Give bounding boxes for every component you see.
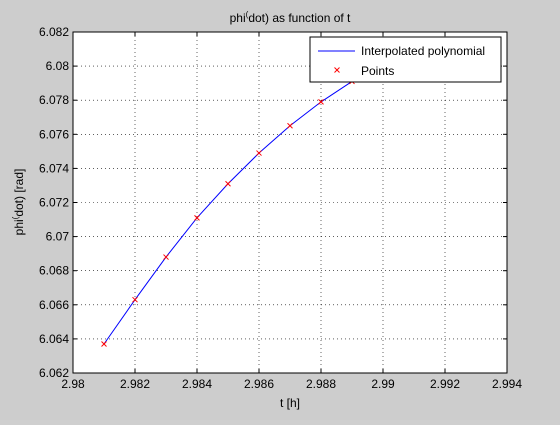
y-tick-label: 6.078 [39,93,69,107]
data-point-marker [194,214,200,221]
legend-label-points: Points [361,64,394,78]
y-tick-label: 6.066 [39,298,69,312]
y-axis-label: phi(dot) [rad] [11,169,26,236]
y-axis-label-main: phi [12,219,26,235]
y-tick-label: 6.076 [39,127,69,141]
y-tick-label: 6.068 [39,264,69,278]
x-tick-label: 2.99 [371,377,395,391]
x-axis-label: t [h] [280,396,300,410]
data-point-marker [101,341,107,347]
marker-stroke [101,341,107,347]
marker-stroke [225,180,231,187]
x-tick-label: 2.992 [430,377,460,391]
y-tick-labels: 6.062 6.064 6.066 6.068 6.07 6.072 6.074 6.076 6… [39,25,69,380]
data-point-marker [132,296,138,303]
marker-stroke [163,254,169,260]
y-axis-label-sup: ( [11,216,20,219]
x-tick-label: 2.994 [492,377,522,391]
series-line-interpolated-polynomial [103,63,384,345]
marker-stroke [194,214,200,221]
y-tick-label: 6.08 [46,59,70,73]
marker-stroke [318,99,324,105]
grid-lines [73,32,507,373]
y-tick-label: 6.074 [39,161,69,175]
marker-stroke [256,150,262,156]
y-tick-label: 6.062 [39,366,69,380]
legend-marker-swatch [334,67,340,73]
chart-title-main: phi [230,11,246,25]
y-tick-label: 6.07 [46,230,70,244]
x-tick-label: 2.988 [306,377,336,391]
x-tick-label: 2.984 [182,377,212,391]
data-point-marker [318,99,324,105]
x-tick-label: 2.982 [120,377,150,391]
chart-title: phi(dot) as function of t [230,10,351,25]
y-axis-label-rest: dot) [rad] [12,169,26,217]
legend-label-interpolated: Interpolated polynomial [361,44,485,58]
data-point-marker [256,150,262,156]
y-tick-label: 6.072 [39,196,69,210]
marker-stroke [287,122,293,129]
data-point-marker [225,180,231,187]
tick-marks [72,31,508,374]
y-tick-label: 6.064 [39,332,69,346]
marker-stroke [132,296,138,303]
x-tick-label: 2.98 [61,377,85,391]
chart-title-rest: dot) as function of t [248,11,351,25]
x-tick-label: 2.986 [244,377,274,391]
legend-box [309,36,502,83]
data-point-marker [287,122,293,129]
legend: Interpolated polynomial Points [309,36,502,83]
y-tick-label: 6.082 [39,25,69,39]
chart-title-sup: ( [246,10,249,19]
data-point-marker [163,254,169,260]
x-tick-labels: 2.98 2.982 2.984 2.986 2.988 2.99 2.992 2.994 [61,377,522,391]
